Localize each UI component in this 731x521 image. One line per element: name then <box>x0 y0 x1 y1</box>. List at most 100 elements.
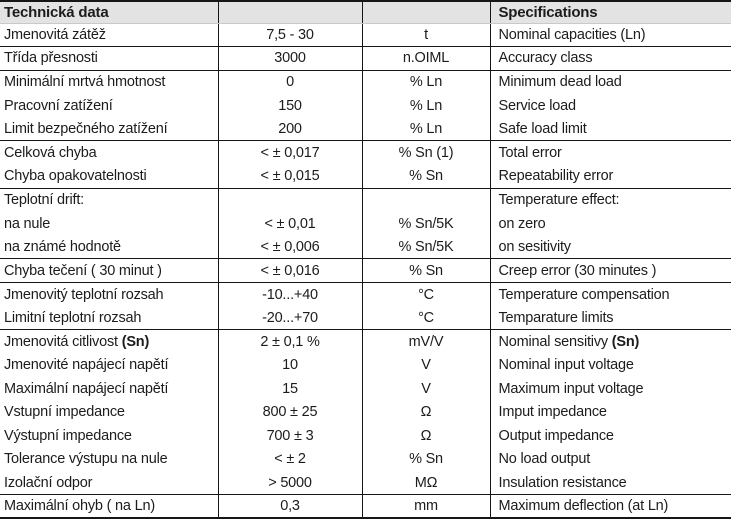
english-label-cell: Nominal sensitivy (Sn) <box>489 329 731 354</box>
unit-cell: % Ln <box>361 70 490 94</box>
unit-cell-text: Ω <box>420 404 432 421</box>
english-label-cell-text: Service load <box>498 97 577 114</box>
english-label-cell-text: Accuracy class <box>498 50 593 67</box>
table-row: Chyba opakovatelnosti < ± 0,015 % Sn Repeat… <box>0 164 731 189</box>
english-label-cell: Creep error (30 minutes ) <box>489 258 731 284</box>
unit-cell-text: n.OIML <box>402 50 450 67</box>
unit-cell-text: MΩ <box>414 474 438 491</box>
english-label-cell: Safe load limit <box>489 117 731 142</box>
value-cell-text: 150 <box>278 97 302 114</box>
czech-label-cell: Limit bezpečného zatížení <box>0 117 218 142</box>
czech-label-cell-text: Výstupní impedance <box>4 427 132 444</box>
table-row: Izolační odpor > 5000 MΩ Insulation resista… <box>0 471 731 496</box>
unit-cell: % Sn <box>361 164 490 189</box>
table-row: Maximální ohyb ( na Ln) 0,3 mm Maximum defl… <box>0 494 731 519</box>
table-row: Jmenovité napájecí napětí 10 V Nominal inpu… <box>0 353 731 377</box>
czech-label-cell-text: Celková chyba <box>4 145 97 162</box>
czech-label-cell-text: Vstupní impedance <box>4 404 125 421</box>
czech-label-cell-text: Tolerance výstupu na nule <box>4 451 168 468</box>
czech-label-cell: Jmenovité napájecí napětí <box>0 353 218 377</box>
czech-label-cell-text: Limitní teplotní rozsah <box>4 309 142 326</box>
header-value-cell <box>217 1 362 24</box>
unit-cell-text: % Sn/5K <box>398 238 454 255</box>
unit-cell-text: % Sn/5K <box>398 215 454 232</box>
english-label-cell: Maximum input voltage <box>489 376 731 401</box>
czech-label-cell: Pracovní zatížení <box>0 94 218 118</box>
czech-label-cell: Jmenovitá zátěž <box>0 23 218 48</box>
unit-cell-text: % Sn <box>409 262 443 279</box>
value-cell: > 5000 <box>217 471 362 496</box>
unit-cell-text: % Sn <box>409 168 443 185</box>
czech-label-cell: Vstupní impedance <box>0 401 218 425</box>
value-cell-text: 2 ± 0,1 % <box>260 333 320 350</box>
value-cell-text: 15 <box>282 380 298 397</box>
czech-label-cell-text: Izolační odpor <box>4 474 93 491</box>
czech-label-cell-text: Jmenovitá citlivost <box>4 333 122 350</box>
unit-cell-text: °C <box>418 309 434 326</box>
czech-label-cell: Jmenovitý teplotní rozsah <box>0 283 218 307</box>
czech-label-cell-text: Třída přesnosti <box>4 50 98 67</box>
english-label-cell: Repeatability error <box>489 164 731 189</box>
header-english-title: Specifications <box>489 1 731 24</box>
unit-cell: °C <box>361 306 490 331</box>
header-row: Technická data Specifications <box>0 1 731 24</box>
value-cell: < ± 0,017 <box>217 140 362 165</box>
unit-cell: % Sn <box>361 447 490 472</box>
czech-label-cell: Izolační odpor <box>0 471 218 496</box>
value-cell-text: 7,5 - 30 <box>266 26 314 43</box>
unit-cell: % Sn (1) <box>361 140 490 165</box>
table-row: Tolerance výstupu na nule < ± 2 % Sn No loa… <box>0 447 731 472</box>
table-row: Jmenovitý teplotní rozsah -10...+40 °C Temp… <box>0 282 731 307</box>
value-cell: 200 <box>217 117 362 142</box>
czech-label-cell: Chyba opakovatelnosti <box>0 164 218 189</box>
table-row: Limit bezpečného zatížení 200 % Ln Safe loa… <box>0 117 731 142</box>
english-label-cell-text: Nominal capacities (Ln) <box>498 26 646 43</box>
czech-label-cell-text: na známé hodnotě <box>4 238 121 255</box>
english-label-cell-text: Minimum dead load <box>498 74 622 91</box>
header-czech-title: Technická data <box>0 1 218 24</box>
english-label-cell: Temperature compensation <box>489 282 731 307</box>
czech-label-cell: na známé hodnotě <box>0 235 218 260</box>
czech-label-cell-text: na nule <box>4 215 51 232</box>
english-label-cell: Minimum dead load <box>489 70 731 94</box>
unit-cell: t <box>361 23 490 48</box>
english-label-cell-text: Nominal sensitivy <box>498 333 612 350</box>
table-row: Vstupní impedance 800 ± 25 Ω Imput impedanc… <box>0 400 731 425</box>
english-label-cell: Accuracy class <box>489 46 731 71</box>
unit-cell: % Sn/5K <box>361 211 490 236</box>
value-cell-text: < ± 0,006 <box>260 238 320 255</box>
unit-cell: Ω <box>361 400 490 425</box>
value-cell-text: -20...+70 <box>262 309 318 326</box>
value-cell: 10 <box>217 353 362 377</box>
czech-label-cell: Celková chyba <box>0 141 218 165</box>
english-label-cell-text: Maximum deflection (at Ln) <box>498 498 669 515</box>
czech-label-cell-text: Minimální mrtvá hmotnost <box>4 74 166 91</box>
unit-cell-text: °C <box>418 286 434 303</box>
value-cell-text: < ± 0,017 <box>260 145 320 162</box>
english-label-cell-text: Nominal input voltage <box>498 357 634 374</box>
value-cell-text: > 5000 <box>268 474 312 491</box>
value-cell: 15 <box>217 376 362 401</box>
unit-cell: Ω <box>361 424 490 448</box>
unit-cell: MΩ <box>361 471 490 496</box>
value-cell-text: 0,3 <box>280 498 300 515</box>
english-label-cell-text: Temparature limits <box>498 309 614 326</box>
czech-label-cell: Limitní teplotní rozsah <box>0 306 218 331</box>
value-cell: 3000 <box>217 46 362 71</box>
unit-cell: °C <box>361 282 490 307</box>
czech-label-cell: Maximální napájecí napětí <box>0 377 218 401</box>
unit-cell-text: V <box>421 380 431 397</box>
english-label-cell-text: Temperature compensation <box>498 286 670 303</box>
table-row: Třída přesnosti 3000 n.OIML Accuracy class <box>0 46 731 71</box>
value-cell: 2 ± 0,1 % <box>217 329 362 354</box>
table-row: Maximální napájecí napětí 15 V Maximum inpu… <box>0 376 731 401</box>
value-cell: < ± 0,01 <box>217 211 362 236</box>
english-label-cell-text: Output impedance <box>498 427 614 444</box>
table-row: Jmenovitá zátěž 7,5 - 30 t Nominal capaciti… <box>0 23 731 48</box>
value-cell: 800 ± 25 <box>217 400 362 425</box>
english-label-cell: Nominal input voltage <box>489 353 731 377</box>
czech-label-cell-text: Limit bezpečného zatížení <box>4 120 168 137</box>
czech-label-cell-text: Jmenovitý teplotní rozsah <box>4 286 164 303</box>
unit-cell: n.OIML <box>361 46 490 71</box>
